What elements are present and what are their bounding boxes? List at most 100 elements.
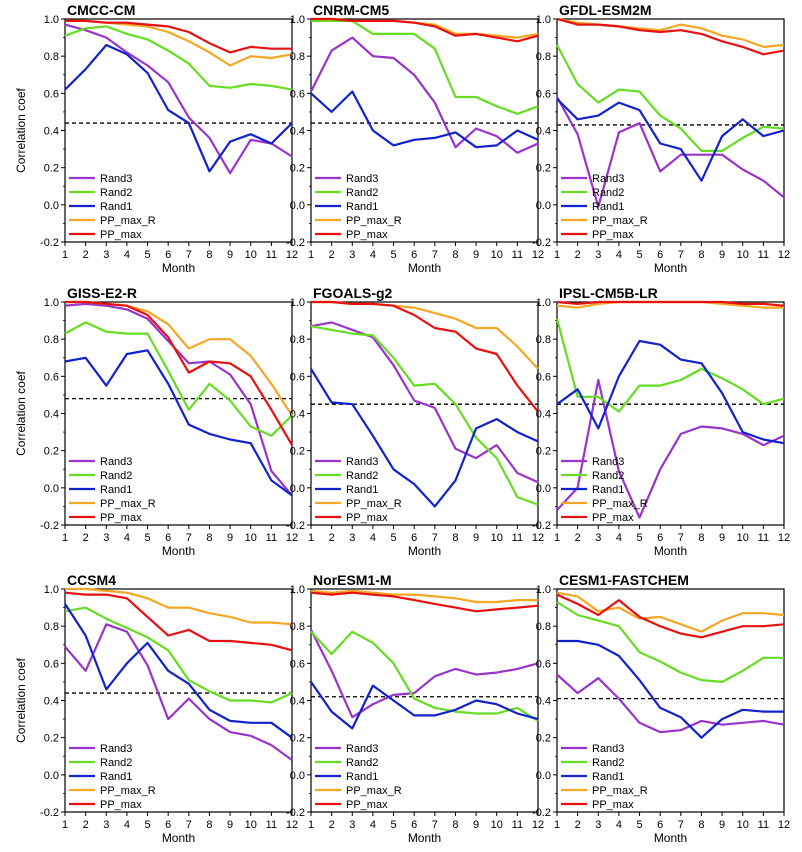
panel-title: CESM1-FASTCHEM — [559, 572, 689, 588]
series-line-rand3 — [310, 36, 539, 154]
series-line-rand2 — [64, 321, 293, 437]
x-tick-label: 6 — [657, 249, 663, 261]
legend-label: PP_max_R — [100, 785, 156, 797]
y-tick-label: 0.6 — [44, 371, 59, 383]
y-tick-label: 0.4 — [536, 696, 551, 708]
x-tick-label: 11 — [266, 819, 277, 831]
y-tick-label: 0.0 — [44, 200, 59, 212]
legend-label: PP_max — [592, 229, 634, 241]
legend-label: PP_max — [100, 512, 142, 524]
series-line-pp-max — [65, 300, 293, 446]
x-tick-label: 7 — [678, 249, 684, 261]
y-axis-label: Correlation coef — [14, 370, 28, 455]
y-tick-label: -0.2 — [40, 807, 59, 819]
y-tick-label: 0.6 — [44, 88, 59, 100]
y-tick-label: 1.0 — [536, 14, 551, 26]
x-tick-label: 3 — [349, 249, 355, 261]
x-tick-label: 7 — [186, 249, 192, 261]
x-axis-label: Month — [408, 831, 441, 845]
y-tick-label: -0.2 — [40, 237, 59, 249]
series-line-rand3 — [556, 673, 785, 734]
x-tick-label: 2 — [83, 532, 89, 544]
x-tick-label: 3 — [595, 819, 601, 831]
panel-cesm1-fastchem: CESM1-FASTCHEM-0.20.00.20.40.60.81.01 2 3 4… — [532, 572, 790, 845]
legend-label: Rand2 — [100, 757, 132, 769]
y-tick-label: 1.0 — [44, 14, 59, 26]
y-tick-label: 0.2 — [536, 446, 551, 458]
x-tick-label: 2 — [83, 819, 89, 831]
y-axis-label: Correlation coef — [14, 87, 28, 172]
x-tick-label: 2 — [329, 532, 335, 544]
x-tick-label: 2 — [575, 249, 581, 261]
y-tick-label: -0.2 — [532, 237, 551, 249]
y-tick-label: 0.0 — [44, 483, 59, 495]
series-line-pp-max — [556, 17, 785, 56]
x-tick-label: 5 — [144, 532, 150, 544]
y-tick-label: 0.4 — [536, 409, 551, 421]
legend-label: Rand1 — [346, 771, 378, 783]
x-tick-label: 11 — [512, 532, 523, 544]
y-tick-label: 0.2 — [44, 163, 59, 175]
x-tick-label: 6 — [657, 532, 663, 544]
x-tick-label: 8 — [452, 249, 458, 261]
y-tick-label: 0.6 — [536, 88, 551, 100]
x-tick-label: 4 — [124, 532, 130, 544]
y-tick-label: -0.2 — [532, 807, 551, 819]
legend-label: PP_max_R — [592, 785, 648, 797]
legend-label: PP_max — [346, 799, 388, 811]
series-line-pp-max — [310, 591, 539, 613]
x-tick-label: 7 — [432, 249, 438, 261]
legend-label: Rand2 — [592, 187, 624, 199]
legend-label: Rand1 — [346, 484, 378, 496]
x-tick-label: 2 — [575, 532, 581, 544]
x-tick-label: 8 — [452, 532, 458, 544]
legend-label: Rand2 — [592, 470, 624, 482]
y-tick-label: 0.4 — [44, 126, 59, 138]
series-line-rand2 — [555, 318, 785, 413]
series-line-rand1 — [64, 603, 293, 739]
panel-giss-e2-r: GISS-E2-R-0.20.00.20.40.60.81.01 2 3 4 5 6 7 8 9… — [14, 285, 298, 558]
series-line-pp-max-r — [311, 300, 539, 370]
x-tick-label: 12 — [532, 532, 544, 544]
legend-label: PP_max — [592, 512, 634, 524]
x-tick-label: 7 — [678, 532, 684, 544]
x-tick-label: 6 — [411, 819, 417, 831]
x-tick-label: 1 — [554, 249, 560, 261]
legend-label: Rand2 — [346, 470, 378, 482]
x-tick-label: 6 — [411, 249, 417, 261]
x-tick-label: 4 — [616, 249, 622, 261]
x-tick-label: 3 — [103, 819, 109, 831]
series-line-rand1 — [557, 639, 784, 739]
x-tick-label: 1 — [62, 819, 68, 831]
legend-label: Rand1 — [100, 771, 132, 783]
y-tick-label: 0.8 — [536, 334, 551, 346]
x-tick-label: 11 — [266, 249, 277, 261]
panel-title: GFDL-ESM2M — [559, 2, 652, 18]
x-tick-label: 9 — [719, 249, 725, 261]
y-tick-label: 0.0 — [290, 483, 305, 495]
series-line-rand1 — [556, 339, 785, 445]
x-tick-label: 12 — [286, 819, 298, 831]
x-tick-label: 2 — [575, 819, 581, 831]
legend-label: PP_max_R — [346, 215, 402, 227]
panel-noresm1-m: NorESM1-M-0.20.00.20.40.60.81.01 2 3 4 5 6 7 8 9… — [286, 572, 544, 845]
panel-title: CCSM4 — [67, 572, 116, 588]
x-axis-label: Month — [162, 261, 195, 275]
x-tick-label: 4 — [370, 819, 376, 831]
panel-title: CMCC-CM — [67, 2, 135, 18]
x-tick-label: 2 — [83, 249, 89, 261]
y-tick-label: 1.0 — [290, 297, 305, 309]
x-tick-label: 9 — [473, 532, 479, 544]
y-tick-label: 0.4 — [290, 409, 305, 421]
panel-ipsl-cm5b-lr: IPSL-CM5B-LR-0.20.00.20.40.60.81.01 2 3 4 5 6… — [532, 285, 790, 558]
y-tick-label: 0.2 — [44, 733, 59, 745]
x-tick-label: 8 — [206, 819, 212, 831]
legend-label: Rand3 — [100, 173, 132, 185]
y-tick-label: 0.0 — [290, 770, 305, 782]
series-line-rand2 — [64, 25, 293, 91]
y-tick-label: 0.0 — [290, 200, 305, 212]
panel-cmcc-cm: CMCC-CM-0.20.00.20.40.60.81.01 2 3 4 5 6 7 8 9 10… — [14, 2, 298, 275]
series-line-rand1 — [310, 90, 539, 149]
x-tick-label: 9 — [473, 249, 479, 261]
y-tick-label: 0.4 — [290, 696, 305, 708]
